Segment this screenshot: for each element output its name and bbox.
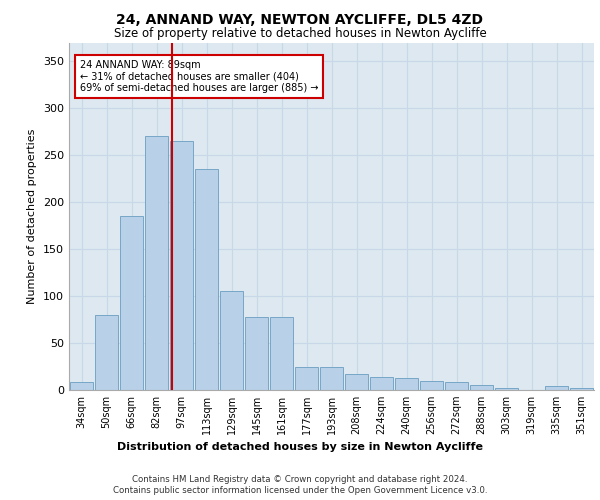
Bar bbox=[545, 386, 568, 390]
Bar bbox=[120, 216, 143, 390]
Bar bbox=[170, 141, 193, 390]
Bar bbox=[470, 386, 493, 390]
Text: Contains public sector information licensed under the Open Government Licence v3: Contains public sector information licen… bbox=[113, 486, 487, 495]
Bar bbox=[320, 366, 343, 390]
Text: Contains HM Land Registry data © Crown copyright and database right 2024.: Contains HM Land Registry data © Crown c… bbox=[132, 475, 468, 484]
Bar bbox=[70, 382, 93, 390]
Text: Distribution of detached houses by size in Newton Aycliffe: Distribution of detached houses by size … bbox=[117, 442, 483, 452]
Text: 24, ANNAND WAY, NEWTON AYCLIFFE, DL5 4ZD: 24, ANNAND WAY, NEWTON AYCLIFFE, DL5 4ZD bbox=[116, 12, 484, 26]
Bar bbox=[420, 380, 443, 390]
Bar bbox=[145, 136, 168, 390]
Bar bbox=[370, 377, 393, 390]
Text: Size of property relative to detached houses in Newton Aycliffe: Size of property relative to detached ho… bbox=[113, 28, 487, 40]
Bar bbox=[495, 388, 518, 390]
Bar bbox=[445, 382, 468, 390]
Text: 24 ANNAND WAY: 89sqm
← 31% of detached houses are smaller (404)
69% of semi-deta: 24 ANNAND WAY: 89sqm ← 31% of detached h… bbox=[79, 60, 318, 93]
Bar bbox=[270, 316, 293, 390]
Bar bbox=[395, 378, 418, 390]
Y-axis label: Number of detached properties: Number of detached properties bbox=[28, 128, 37, 304]
Bar bbox=[220, 292, 243, 390]
Bar bbox=[195, 170, 218, 390]
Bar bbox=[295, 366, 318, 390]
Bar bbox=[345, 374, 368, 390]
Bar bbox=[570, 388, 593, 390]
Bar bbox=[95, 315, 118, 390]
Bar bbox=[245, 316, 268, 390]
